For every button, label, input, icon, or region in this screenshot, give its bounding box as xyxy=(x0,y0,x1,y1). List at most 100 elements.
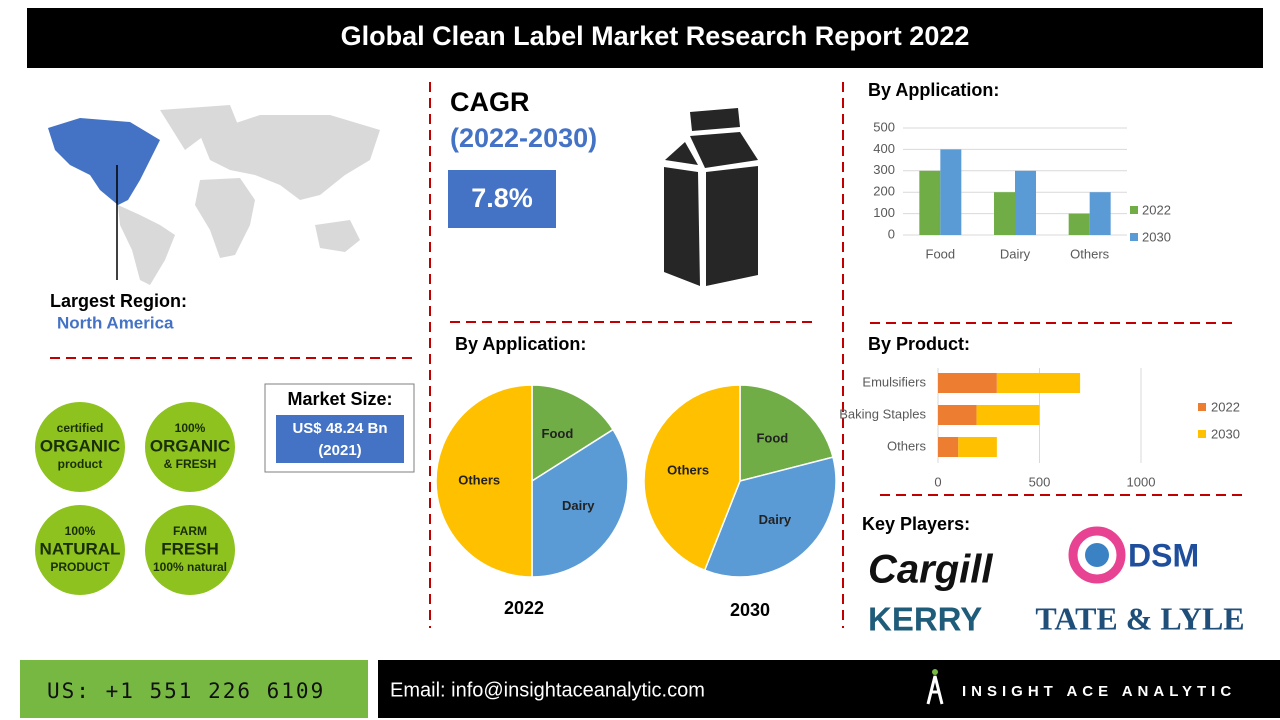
market-size-label: Market Size: xyxy=(287,389,392,409)
pie-slice xyxy=(739,384,834,482)
y-tick-label: 0 xyxy=(888,226,895,241)
logo-dsm-mark xyxy=(1068,526,1126,584)
region-label: Largest Region: xyxy=(50,291,187,311)
world-map xyxy=(48,105,380,285)
x-tick-label: Others xyxy=(1070,246,1110,261)
slice-label: Others xyxy=(458,472,500,487)
market-size-box xyxy=(276,415,404,463)
y-tick-label: Baking Staples xyxy=(839,406,926,421)
badge-text: FRESH xyxy=(161,539,219,558)
bar xyxy=(1068,213,1090,235)
x-tick-label: 500 xyxy=(1029,474,1051,489)
y-tick-label: 500 xyxy=(873,119,895,134)
pie-slice xyxy=(531,384,615,483)
carton-side-top xyxy=(665,142,698,165)
badge-text: NATURAL xyxy=(40,539,121,558)
footer-phone: US: +1 551 226 6109 xyxy=(47,679,325,703)
cagr-label: CAGR xyxy=(450,87,530,117)
carton-top xyxy=(690,132,758,168)
pie-title: 2030 xyxy=(730,600,770,620)
legend-label: 2022 xyxy=(1211,399,1240,414)
y-tick-label: 100 xyxy=(873,205,895,220)
footer-email: Email: info@insightaceanalytic.com xyxy=(390,679,705,701)
chart-title: By Product: xyxy=(868,334,970,354)
carton-icon xyxy=(664,108,758,286)
slice-label: Others xyxy=(667,463,709,478)
bar xyxy=(958,437,997,457)
x-tick-label: Food xyxy=(926,246,956,261)
footer-phone-box xyxy=(20,660,368,718)
header-title: Global Clean Label Market Research Repor… xyxy=(341,21,970,51)
bar xyxy=(919,170,941,235)
badge xyxy=(35,505,125,595)
badge xyxy=(35,402,125,492)
legend-swatch xyxy=(1130,233,1138,241)
bar xyxy=(938,405,977,425)
carton-front xyxy=(706,166,758,286)
logo-dsm: DSM xyxy=(1128,537,1199,573)
legend-swatch xyxy=(1198,403,1206,411)
section-title: Key Players: xyxy=(862,514,970,534)
cagr-period: (2022-2030) xyxy=(450,123,597,153)
bar xyxy=(938,373,997,393)
cagr-value: 7.8% xyxy=(471,183,533,213)
bar xyxy=(976,405,1040,425)
north-america xyxy=(48,118,160,205)
carton-side xyxy=(664,167,700,286)
legend-swatch xyxy=(1130,206,1138,214)
footer-bar xyxy=(378,660,1280,718)
slice-label: Dairy xyxy=(562,498,595,513)
badge-text: 100% natural xyxy=(153,560,227,574)
brand-icon xyxy=(932,669,938,675)
slice-label: Food xyxy=(756,431,788,446)
badge-text: product xyxy=(58,457,103,471)
logo-tate-lyle: TATE & LYLE xyxy=(1035,600,1244,636)
x-tick-label: 1000 xyxy=(1127,474,1156,489)
region-value: North America xyxy=(57,313,174,332)
cagr-box xyxy=(448,170,556,228)
chart-title: By Application: xyxy=(868,80,999,100)
legend-label: 2022 xyxy=(1142,202,1171,217)
australia xyxy=(315,220,360,252)
bar xyxy=(938,437,959,457)
badge-text: PRODUCT xyxy=(50,560,110,574)
badge-text: 100% xyxy=(175,421,206,435)
badge-text: & FRESH xyxy=(164,457,217,471)
x-tick-label: Dairy xyxy=(1000,246,1031,261)
pie-title: 2022 xyxy=(504,598,544,618)
legend-label: 2030 xyxy=(1142,229,1171,244)
footer-brand: INSIGHT ACE ANALYTIC xyxy=(962,683,1236,700)
slice-label: Dairy xyxy=(759,512,792,527)
logo-kerry: KERRY xyxy=(868,601,982,638)
badge-text: ORGANIC xyxy=(40,436,120,455)
badge xyxy=(145,505,235,595)
bar xyxy=(994,192,1015,235)
brand-icon xyxy=(926,675,944,705)
logo-cargill: Cargill xyxy=(868,548,993,592)
pie-slice xyxy=(703,456,837,578)
badge-text: ORGANIC xyxy=(150,436,230,455)
bar xyxy=(1015,170,1036,235)
y-tick-label: 300 xyxy=(873,162,895,177)
badge xyxy=(145,402,235,492)
bar xyxy=(940,149,962,235)
badge-text: FARM xyxy=(173,524,207,538)
logo-dsm-mark xyxy=(1085,543,1109,567)
section-title: By Application: xyxy=(455,334,586,354)
slice-label: Food xyxy=(542,426,574,441)
pie-slice xyxy=(531,428,629,578)
south-america xyxy=(118,205,175,285)
y-tick-label: 200 xyxy=(873,184,895,199)
pie-slice xyxy=(435,384,533,578)
market-size-value: US$ 48.24 Bn xyxy=(292,420,387,437)
legend-swatch xyxy=(1198,430,1206,438)
y-tick-label: Others xyxy=(887,438,927,453)
pie-slice xyxy=(643,384,741,572)
y-tick-label: Emulsifiers xyxy=(862,374,926,389)
bar xyxy=(1089,192,1111,235)
africa xyxy=(195,178,255,258)
legend-label: 2030 xyxy=(1211,426,1240,441)
carton-cap xyxy=(690,108,740,131)
badge-text: certified xyxy=(57,421,104,435)
